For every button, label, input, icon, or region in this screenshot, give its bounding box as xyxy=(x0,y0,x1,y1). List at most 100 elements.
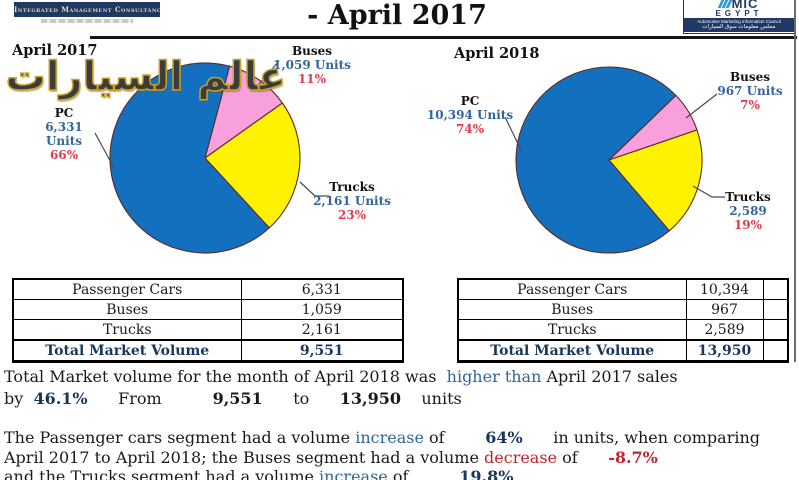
text-segment: to xyxy=(262,389,340,408)
pie-2017-title: April 2017 xyxy=(12,42,98,59)
text-segment: 9,551 xyxy=(212,389,263,408)
row-label: Trucks xyxy=(457,319,687,341)
table-row: Trucks 2,589 xyxy=(457,319,789,341)
segment-units: 2,161 Units xyxy=(313,194,391,208)
imc-logo-tagline-line xyxy=(41,19,133,23)
pie-2018-pc-label: PC 10,394 Units 74% xyxy=(424,94,516,136)
total-label: Total Market Volume xyxy=(457,339,687,363)
leader-line-buses-2017 xyxy=(254,60,280,90)
text-segment: 19.8% xyxy=(459,467,514,480)
total-value: 9,551 xyxy=(240,339,404,363)
summary-paragraph-total-volume: Total Market volume for the month of Apr… xyxy=(4,366,796,410)
text-segment: in units, when comparing April 2017 to A… xyxy=(4,428,760,467)
volume-table-2018: Passenger Cars 10,394 Buses 967 Trucks 2… xyxy=(457,278,789,363)
spacer-cell xyxy=(762,278,789,300)
right-edge-line xyxy=(794,0,796,362)
pie-2017-trucks-label: Trucks 2,161 Units 23% xyxy=(306,180,398,222)
text-segment: increase xyxy=(355,428,424,447)
pie-2017-buses-label: Buses 1,059 Units 11% xyxy=(266,44,358,86)
segment-name: PC xyxy=(54,106,74,120)
imc-logo-text: Integrated Management Consultancy xyxy=(14,2,160,17)
segment-name: PC xyxy=(460,94,480,108)
text-segment: 46.1% xyxy=(33,389,88,408)
amic-brand-row: MIC xyxy=(684,0,794,11)
segment-percent: 66% xyxy=(49,148,79,162)
table-row: Passenger Cars 10,394 xyxy=(457,278,789,300)
text-segment: of xyxy=(387,467,460,480)
segment-percent: 23% xyxy=(337,208,367,222)
row-value: 967 xyxy=(685,299,764,320)
segment-units: 6,331 Units xyxy=(45,120,83,148)
total-value: 13,950 xyxy=(685,339,764,363)
text-segment: The Passenger cars segment had a volume xyxy=(4,428,356,447)
row-label: Buses xyxy=(12,299,242,320)
text-segment: From xyxy=(87,389,213,408)
pie-slice-pc-april-2018 xyxy=(515,66,677,254)
leader-line-trucks-2018 xyxy=(692,185,725,198)
table-row: Buses 967 xyxy=(457,299,789,320)
segment-percent: 74% xyxy=(455,122,485,136)
segment-units: 1,059 Units xyxy=(273,58,351,72)
row-label: Passenger Cars xyxy=(457,278,687,300)
pie-chart-2017 xyxy=(109,62,301,254)
row-label: Trucks xyxy=(12,319,242,341)
leader-line-pc-2018 xyxy=(504,116,522,151)
text-segment: higher than xyxy=(446,367,542,386)
row-value: 10,394 xyxy=(685,278,764,300)
segment-name: Buses xyxy=(291,44,332,58)
segment-name: Trucks xyxy=(329,180,375,194)
segment-units: 10,394 Units xyxy=(426,108,514,122)
amic-tagline: Automotive Marketing Information Council xyxy=(697,19,781,24)
text-segment: 64% xyxy=(485,428,523,447)
table-row: Buses 1,059 xyxy=(12,299,404,320)
leader-line-buses-2018 xyxy=(685,93,718,119)
text-segment: of xyxy=(557,447,609,467)
segment-units: 967 Units xyxy=(717,84,783,98)
watermark-text: عالم السيارات xyxy=(5,53,287,101)
leader-line-trucks-2017 xyxy=(299,181,329,197)
text-segment: 13,950 xyxy=(339,389,401,408)
text-segment: units xyxy=(401,389,462,408)
pie-slice-pc-april-2017 xyxy=(109,62,271,254)
segment-percent: 11% xyxy=(297,72,327,86)
spacer-cell xyxy=(762,319,789,341)
text-segment: April 2017 sales by xyxy=(4,367,678,408)
row-value: 2,589 xyxy=(685,319,764,341)
summary-paragraph-segments: The Passenger cars segment had a volume … xyxy=(4,428,799,480)
amic-country-text: EGYPT xyxy=(715,9,763,18)
text-segment: decrease xyxy=(484,447,558,467)
imc-logo: Integrated Management Consultancy xyxy=(14,2,160,23)
amic-tagline-arabic: مجلس معلومات سوق السيارات xyxy=(702,24,776,30)
pie-slice-buses-april-2017 xyxy=(204,65,284,160)
text-segment: and the Trucks segment had a volume xyxy=(4,467,314,480)
table-row: Trucks 2,161 xyxy=(12,319,404,341)
leader-line-pc-2017 xyxy=(94,132,115,169)
segment-units: 2,589 xyxy=(729,204,767,218)
text-segment: of xyxy=(423,428,486,447)
amic-brand-text: MIC xyxy=(731,0,759,11)
slide-title: - April 2017 xyxy=(307,0,487,31)
pie-2018-trucks-label: Trucks 2,589 19% xyxy=(712,190,784,232)
pie-2017-pc-label: PC 6,331 Units 66% xyxy=(26,106,102,162)
table-row: Passenger Cars 6,331 xyxy=(12,278,404,300)
segment-percent: 19% xyxy=(733,218,763,232)
pie-slice-trucks-april-2017 xyxy=(204,102,301,229)
row-value: 1,059 xyxy=(240,299,404,320)
row-label: Buses xyxy=(457,299,687,320)
text-segment: -8.7% xyxy=(608,447,658,467)
segment-name: Buses xyxy=(729,70,770,84)
row-value: 2,161 xyxy=(240,319,404,341)
spacer-cell xyxy=(762,299,789,320)
row-label: Passenger Cars xyxy=(12,278,242,300)
pie-2018-buses-label: Buses 967 Units 7% xyxy=(710,70,790,112)
header-rule xyxy=(90,36,797,39)
text-segment: Total Market volume for the month of Apr… xyxy=(4,367,447,386)
total-row: Total Market Volume 13,950 xyxy=(457,339,789,363)
segment-name: Trucks xyxy=(725,190,771,204)
pie-slice-trucks-april-2018 xyxy=(608,129,703,232)
spacer-cell xyxy=(762,339,789,363)
segment-percent: 7% xyxy=(740,98,760,112)
volume-table-2017: Passenger Cars 6,331 Buses 1,059 Trucks … xyxy=(12,278,404,363)
pie-2018-title: April 2018 xyxy=(454,45,540,62)
